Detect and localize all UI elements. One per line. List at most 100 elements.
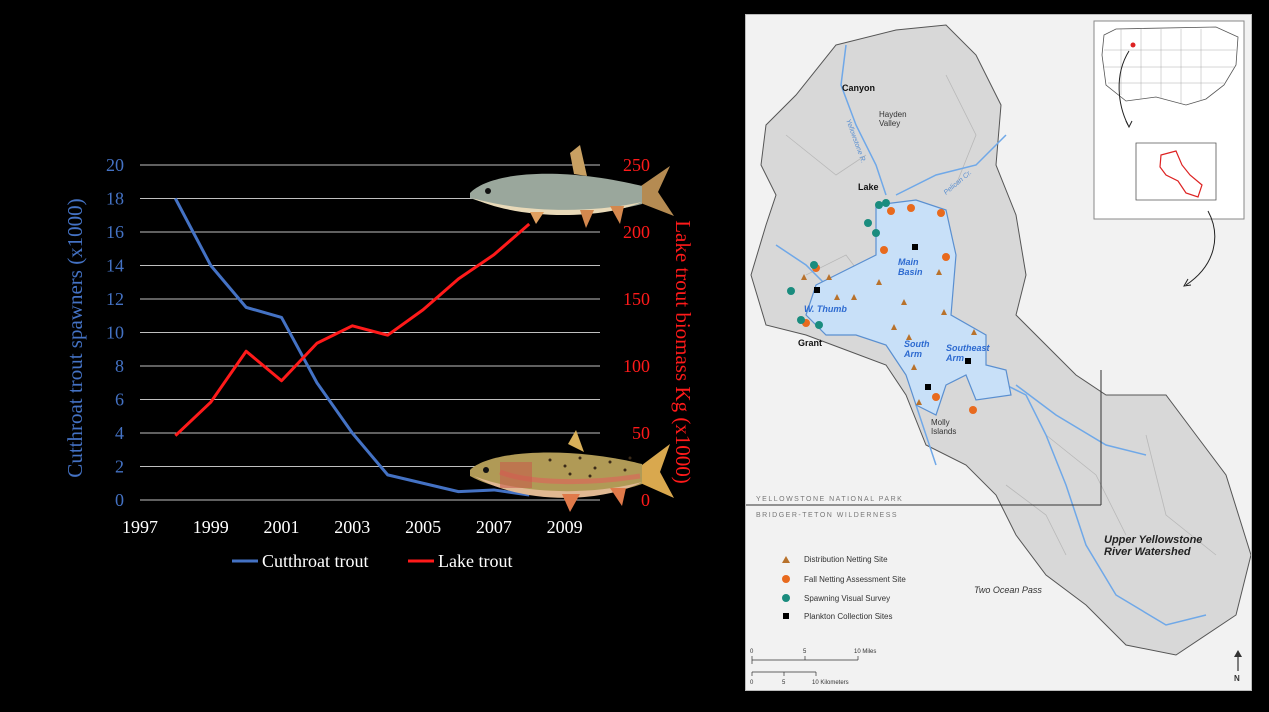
left-axis-label: Cutthroat trout spawners (x1000) bbox=[63, 198, 87, 477]
spawning-survey-marker bbox=[882, 199, 890, 207]
fall-netting-marker bbox=[887, 207, 895, 215]
fall-netting-marker bbox=[969, 406, 977, 414]
right-tick-label: 50 bbox=[632, 423, 650, 443]
distribution-netting-marker bbox=[906, 334, 912, 340]
north-label: N bbox=[1234, 674, 1240, 683]
distribution-netting-marker bbox=[891, 324, 897, 330]
x-tick-label: 2005 bbox=[405, 517, 441, 537]
distribution-netting-marker bbox=[901, 299, 907, 305]
wyoming-outline bbox=[1135, 142, 1217, 201]
scale-miles-10: 10 Miles bbox=[854, 649, 876, 655]
distribution-netting-marker bbox=[801, 274, 807, 280]
x-tick-label: 1997 bbox=[122, 517, 158, 537]
yellowstone-lake bbox=[805, 199, 1012, 416]
right-axis-ticks: 0 50 100 150 200 250 bbox=[623, 155, 650, 510]
fall-netting-marker bbox=[907, 204, 915, 212]
canyon-label: Canyon bbox=[842, 83, 875, 93]
upper-yellowstone-label: Upper Yellowstone River Watershed bbox=[1104, 534, 1202, 558]
north-arrow-icon bbox=[1234, 650, 1242, 671]
spawning-survey-marker bbox=[787, 287, 795, 295]
gridlines bbox=[140, 164, 600, 501]
molly-islands-label: Molly Islands bbox=[931, 418, 956, 436]
series-lines bbox=[174, 197, 531, 497]
distribution-netting-marker bbox=[916, 399, 922, 405]
scale-km-5: 5 bbox=[782, 680, 786, 686]
fall-netting-marker bbox=[937, 209, 945, 217]
fall-netting-marker bbox=[880, 246, 888, 254]
lake-label: Lake bbox=[858, 182, 879, 192]
left-tick-label: 16 bbox=[106, 222, 124, 242]
x-tick-label: 2003 bbox=[334, 517, 370, 537]
scale-miles-5: 5 bbox=[803, 649, 807, 655]
plankton-marker bbox=[814, 287, 820, 293]
distribution-netting-marker bbox=[834, 294, 840, 300]
x-axis-ticks: 1997 1999 2001 2003 2005 2007 2009 bbox=[122, 517, 583, 537]
watershed-outline-inset bbox=[1159, 150, 1203, 198]
plankton-marker bbox=[925, 384, 931, 390]
left-tick-label: 8 bbox=[115, 356, 124, 376]
plankton-marker bbox=[965, 358, 971, 364]
legend-plankton-label: Plankton Collection Sites bbox=[804, 612, 893, 621]
scale-bar bbox=[751, 656, 859, 676]
locator-inset bbox=[1093, 20, 1245, 287]
spawning-survey-marker bbox=[797, 316, 805, 324]
left-tick-label: 18 bbox=[106, 189, 124, 209]
spawning-survey-marker bbox=[875, 201, 883, 209]
fall-netting-marker bbox=[932, 393, 940, 401]
us-outline bbox=[1101, 26, 1239, 106]
main-basin-label: Main Basin bbox=[898, 257, 923, 277]
location-dot bbox=[1130, 42, 1136, 48]
watershed-map: YELLOWSTONE NATIONAL PARK BRIDGER-TETON … bbox=[745, 14, 1252, 691]
scale-km-10: 10 Kilometers bbox=[812, 680, 849, 686]
cutthroat-trout-image bbox=[470, 430, 674, 512]
two-ocean-pass-label: Two Ocean Pass bbox=[974, 585, 1042, 595]
legend-spawning-label: Spawning Visual Survey bbox=[804, 594, 890, 603]
distribution-netting-marker bbox=[851, 294, 857, 300]
plankton-marker bbox=[912, 244, 918, 250]
south-arm-label: South Arm bbox=[903, 339, 930, 359]
spawning-survey-marker bbox=[864, 219, 872, 227]
left-axis-ticks: 0 2 4 6 8 10 12 14 16 18 20 bbox=[106, 155, 124, 510]
left-tick-label: 4 bbox=[115, 423, 124, 443]
distribution-netting-marker bbox=[971, 329, 977, 335]
spawning-survey-marker bbox=[872, 229, 880, 237]
spawning-survey-marker bbox=[815, 321, 823, 329]
right-axis-label: Lake trout biomass Kg (x1000) bbox=[671, 220, 695, 484]
right-tick-label: 250 bbox=[623, 155, 650, 175]
right-tick-label: 200 bbox=[623, 222, 650, 242]
left-tick-label: 6 bbox=[115, 390, 124, 410]
left-tick-label: 10 bbox=[106, 323, 124, 343]
right-tick-label: 150 bbox=[623, 289, 650, 309]
left-tick-label: 2 bbox=[115, 457, 124, 477]
hayden-valley-label: Hayden Valley bbox=[879, 110, 907, 128]
x-tick-label: 2007 bbox=[476, 517, 512, 537]
yellowstone-np-label: YELLOWSTONE NATIONAL PARK bbox=[756, 496, 903, 503]
map-legend: Distribution Netting Site Fall Netting A… bbox=[782, 555, 906, 621]
left-tick-label: 20 bbox=[106, 155, 124, 175]
distribution-netting-marker bbox=[936, 269, 942, 275]
lake-trout-series-line bbox=[174, 222, 531, 437]
southeast-arm-label: Southeast Arm bbox=[945, 343, 991, 363]
cutthroat-trout-series-line bbox=[174, 197, 530, 497]
scale-miles-0: 0 bbox=[750, 649, 754, 655]
fall-netting-marker bbox=[942, 253, 950, 261]
bridger-teton-label: BRIDGER-TETON WILDERNESS bbox=[756, 512, 898, 519]
watershed-terrain bbox=[750, 24, 1251, 656]
distribution-netting-marker bbox=[911, 364, 917, 370]
left-tick-label: 14 bbox=[106, 256, 124, 276]
distribution-netting-marker bbox=[826, 274, 832, 280]
x-tick-label: 2001 bbox=[264, 517, 300, 537]
legend-distribution-label: Distribution Netting Site bbox=[804, 555, 888, 564]
yellowstone-river-north bbox=[840, 44, 887, 196]
distribution-netting-marker bbox=[876, 279, 882, 285]
spawning-survey-marker bbox=[810, 261, 818, 269]
legend-cutthroat-label: Cutthroat trout bbox=[262, 551, 369, 571]
right-tick-label: 100 bbox=[623, 356, 650, 376]
x-tick-label: 1999 bbox=[193, 517, 229, 537]
legend: Cutthroat trout Lake trout bbox=[232, 551, 512, 571]
w-thumb-label: W. Thumb bbox=[804, 304, 847, 314]
grant-label: Grant bbox=[798, 338, 822, 348]
legend-lake-label: Lake trout bbox=[438, 551, 512, 571]
left-tick-label: 12 bbox=[106, 289, 124, 309]
